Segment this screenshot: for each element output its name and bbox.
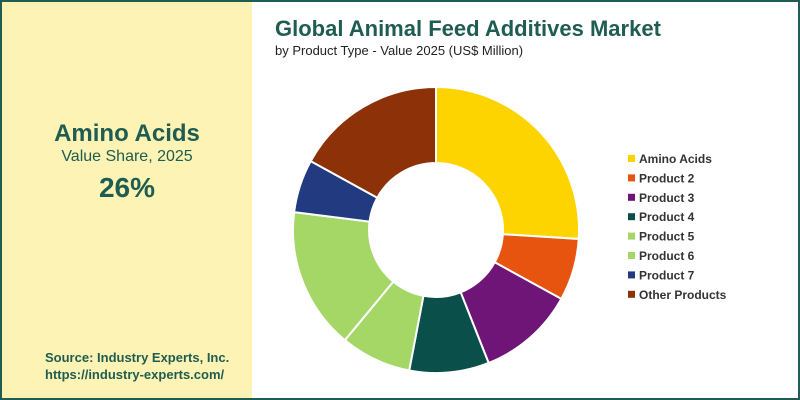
legend-swatch	[628, 271, 635, 279]
legend-label: Product 5	[639, 230, 695, 244]
legend-label: Product 4	[639, 210, 695, 224]
highlight-value: 26%	[98, 172, 156, 203]
chart-legend: Amino Acids Product 2 Product 3 Product 4 Pr…	[628, 152, 727, 302]
highlight-name: Amino Acids	[54, 120, 200, 147]
legend-swatch	[628, 174, 635, 182]
legend-label: Product 3	[639, 191, 695, 205]
source-line: Source: Industry Experts, Inc.	[45, 350, 230, 365]
source-note: Source: Industry Experts, Inc. https://i…	[45, 349, 229, 383]
legend-label: Product 7	[639, 268, 695, 282]
legend-label: Amino Acids	[639, 152, 712, 166]
legend-label: Other Products	[639, 288, 727, 302]
chart-subtitle: by Product Type - Value 2025 (US$ Millio…	[275, 43, 524, 58]
source-url: https://industry-experts.com/	[45, 367, 225, 382]
legend-label: Product 2	[639, 171, 695, 185]
legend-swatch	[628, 213, 635, 221]
legend-swatch	[628, 155, 635, 162]
highlight-subtitle: Value Share, 2025	[61, 148, 193, 165]
legend-swatch	[628, 252, 635, 259]
legend-swatch	[628, 193, 635, 201]
legend-swatch	[628, 290, 635, 298]
donut-slices	[292, 85, 580, 374]
highlight-panel: Amino Acids Value Share, 2025 26% Source…	[2, 2, 252, 398]
donut-slice-product-6	[292, 210, 395, 342]
chart-title: Global Animal Feed Additives Market	[275, 16, 661, 41]
donut-slice-amino-acids	[435, 85, 580, 241]
legend-swatch	[628, 232, 635, 240]
donut-slice-other-products	[309, 85, 437, 200]
legend-label: Product 6	[639, 249, 695, 263]
